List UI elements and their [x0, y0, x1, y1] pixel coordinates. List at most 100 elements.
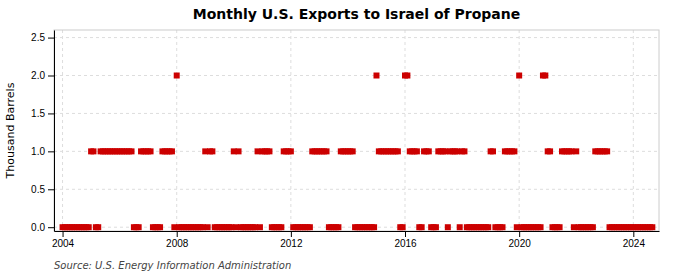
point — [148, 148, 154, 154]
point — [404, 73, 410, 79]
y-tick-mark — [48, 113, 54, 114]
point — [500, 224, 506, 230]
point — [419, 224, 425, 230]
x-grid-line — [633, 30, 634, 231]
point — [573, 148, 579, 154]
point — [426, 148, 432, 154]
x-grid-line — [519, 30, 520, 231]
x-tick-mark — [177, 231, 178, 237]
y-tick-mark — [48, 151, 54, 152]
y-tick-label: 0.5 — [31, 184, 45, 195]
point — [373, 73, 379, 79]
x-grid-line — [405, 30, 406, 231]
point — [511, 148, 517, 154]
y-tick: 2.5 — [31, 32, 54, 43]
x-tick-label: 2012 — [280, 238, 303, 249]
y-tick-label: 1.5 — [31, 108, 45, 119]
x-grid-line — [290, 30, 291, 231]
point — [136, 224, 142, 230]
y-tick: 1.0 — [31, 146, 54, 157]
point — [590, 224, 596, 230]
point — [604, 148, 610, 154]
x-tick-label: 2008 — [166, 238, 189, 249]
y-tick: 0.0 — [31, 222, 54, 233]
point — [395, 148, 401, 154]
y-grid-line — [54, 189, 659, 190]
y-tick-mark — [48, 189, 54, 190]
point — [307, 224, 313, 230]
x-tick-mark — [519, 231, 520, 237]
y-tick: 0.5 — [31, 184, 54, 195]
point — [461, 148, 467, 154]
x-tick: 2020 — [509, 231, 532, 249]
point — [445, 224, 451, 230]
y-tick-label: 1.0 — [31, 146, 45, 157]
plot-frame — [54, 30, 659, 231]
x-axis: 2004 2008 2012 2016 2020 2024 — [52, 231, 660, 249]
y-axis-line — [54, 31, 55, 232]
point — [95, 224, 101, 230]
y-grid-line — [54, 75, 659, 76]
y-tick-mark — [48, 76, 54, 77]
point — [335, 224, 341, 230]
x-tick: 2024 — [623, 231, 646, 249]
point — [485, 224, 491, 230]
point — [209, 148, 215, 154]
x-tick-mark — [63, 231, 64, 237]
point — [324, 148, 330, 154]
point — [490, 148, 496, 154]
point — [129, 148, 135, 154]
y-tick-mark — [48, 38, 54, 39]
point — [457, 224, 463, 230]
x-tick: 2004 — [52, 231, 75, 249]
point — [90, 148, 96, 154]
x-tick-label: 2004 — [52, 238, 75, 249]
x-tick-mark — [291, 231, 292, 237]
y-grid-line — [54, 37, 659, 38]
x-tick-label: 2016 — [394, 238, 417, 249]
title: Monthly U.S. Exports to Israel of Propan… — [193, 6, 521, 22]
point — [174, 73, 180, 79]
grid — [54, 30, 659, 231]
x-grid-line — [176, 30, 177, 231]
x-tick-label: 2020 — [509, 238, 532, 249]
source-note: Source: U.S. Energy Information Administ… — [54, 260, 291, 271]
x-axis-line — [55, 231, 660, 232]
y-grid-line — [54, 113, 659, 114]
point — [371, 224, 377, 230]
point — [557, 224, 563, 230]
y-tick-mark — [48, 227, 54, 228]
point — [288, 148, 294, 154]
point — [433, 224, 439, 230]
point — [350, 148, 356, 154]
point — [86, 224, 92, 230]
point — [400, 224, 406, 230]
y-tick: 2.0 — [31, 70, 54, 81]
x-tick: 2012 — [280, 231, 303, 249]
y-tick: 1.5 — [31, 108, 54, 119]
point — [278, 224, 284, 230]
x-tick-mark — [633, 231, 634, 237]
y-axis-label: Thousand Barrels — [4, 82, 17, 179]
x-tick: 2008 — [166, 231, 189, 249]
point — [257, 224, 263, 230]
y-tick-label: 2.0 — [31, 70, 45, 81]
point — [414, 148, 420, 154]
point — [266, 148, 272, 154]
point — [538, 224, 544, 230]
chart: 2004 2008 2012 2016 2020 2024 0.0 0.5 1.0 1.5 2.0 2… — [0, 0, 675, 275]
y-tick-label: 0.0 — [31, 222, 45, 233]
x-tick-label: 2024 — [623, 238, 646, 249]
point — [649, 224, 655, 230]
point — [547, 148, 553, 154]
point — [169, 148, 175, 154]
y-tick-label: 2.5 — [31, 32, 45, 43]
point — [205, 224, 211, 230]
x-tick: 2016 — [394, 231, 417, 249]
points — [60, 73, 656, 231]
y-axis: 0.0 0.5 1.0 1.5 2.0 2.5 — [31, 31, 54, 233]
point — [157, 224, 163, 230]
x-grid-line — [62, 30, 63, 231]
point — [516, 73, 522, 79]
x-tick-mark — [405, 231, 406, 237]
